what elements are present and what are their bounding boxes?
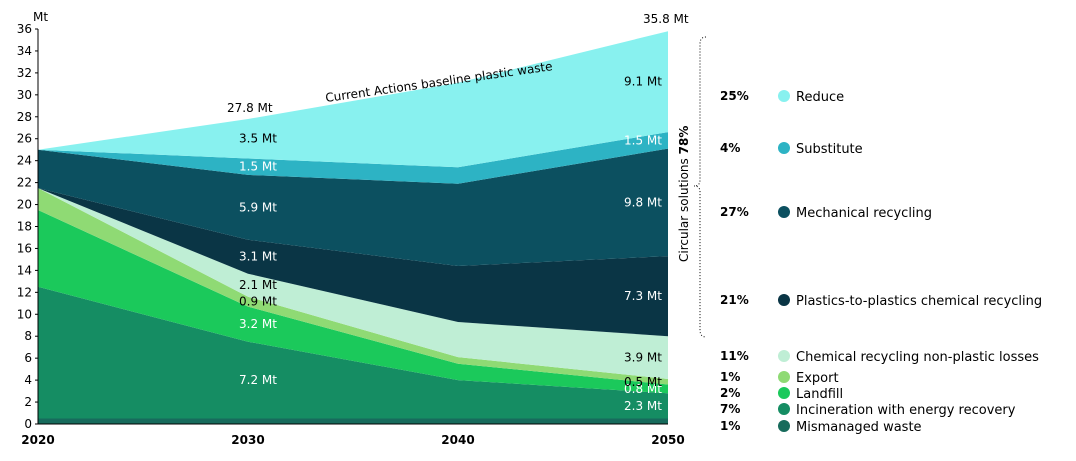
y-tick-label: 10	[17, 307, 32, 321]
legend-pct: 11%	[720, 349, 749, 363]
legend-label: Export	[796, 371, 839, 386]
legend: 1% Mismanaged waste 7% Incineration with en…	[720, 89, 1042, 435]
data-label-2030: 2.1 Mt	[239, 278, 277, 292]
legend-pct: 1%	[720, 370, 740, 384]
legend-pct: 27%	[720, 205, 749, 219]
x-tick-label: 2020	[21, 433, 54, 447]
data-label-2050: 1.5 Mt	[624, 133, 662, 147]
legend-pct: 21%	[720, 293, 749, 307]
legend-pct: 7%	[720, 402, 740, 416]
legend-label: Mechanical recycling	[796, 206, 932, 221]
y-tick-label: 4	[24, 373, 32, 387]
legend-swatch	[778, 350, 790, 362]
legend-swatch	[778, 420, 790, 432]
data-label-2030: 1.5 Mt	[239, 160, 277, 174]
area-mechanical-recycling	[38, 148, 668, 266]
y-tick-label: 24	[17, 154, 32, 168]
y-tick-label: 20	[17, 198, 32, 212]
data-label-2050: 7.3 Mt	[624, 289, 662, 303]
circular-solutions-pct: 78%	[677, 126, 691, 155]
y-tick-label: 22	[17, 176, 32, 190]
y-tick-label: 28	[17, 110, 32, 124]
legend-swatch	[778, 371, 790, 383]
data-label-2050: 2.3 Mt	[624, 399, 662, 413]
legend-pct: 4%	[720, 141, 740, 155]
data-label-2030: 3.5 Mt	[239, 132, 277, 146]
y-tick-label: 30	[17, 88, 32, 102]
legend-label: Substitute	[796, 142, 863, 157]
area-reduce	[38, 31, 668, 168]
data-label-2030: 3.2 Mt	[239, 317, 277, 331]
data-label-2030: 0.9 Mt	[239, 295, 277, 309]
y-tick-label: 36	[17, 22, 32, 36]
data-label-2030: 3.1 Mt	[239, 250, 277, 264]
y-axis-unit: Mt	[33, 10, 48, 24]
circular-solutions-bracket	[693, 36, 707, 338]
circular-solutions-label: Circular solutions 78%	[677, 126, 691, 262]
area-mismanaged-waste	[38, 418, 668, 424]
y-tick-label: 26	[17, 132, 32, 146]
y-tick-label: 6	[24, 351, 32, 365]
data-label-2050: 9.1 Mt	[624, 75, 662, 89]
legend-swatch	[778, 90, 790, 102]
area-plastics-to-plastics-chemical-recycling	[38, 188, 668, 337]
legend-swatch	[778, 387, 790, 399]
data-label-2050: 0.8 Mt	[624, 382, 662, 396]
y-tick-label: 16	[17, 241, 32, 255]
legend-swatch	[778, 294, 790, 306]
legend-label: Mismanaged waste	[796, 420, 922, 435]
baseline-2030-label: 27.8 Mt	[227, 101, 273, 115]
y-tick-label: 8	[24, 329, 32, 343]
data-label-2030: 7.2 Mt	[239, 373, 277, 387]
data-label-2030: 5.9 Mt	[239, 200, 277, 214]
circular-solutions-text: Circular solutions	[677, 158, 691, 262]
legend-swatch	[778, 206, 790, 218]
data-label-2050: 9.8 Mt	[624, 195, 662, 209]
y-tick-label: 32	[17, 66, 32, 80]
legend-swatch	[778, 403, 790, 415]
labels-2050: 2.3 Mt 0.8 Mt0.5 Mt 3.9 Mt 7.3 Mt 9.8 Mt 1.5 …	[624, 75, 662, 413]
data-label-2050: 3.9 Mt	[624, 351, 662, 365]
data-label-2050: 0.5 Mt	[624, 375, 662, 389]
x-tick-label: 2050	[651, 433, 684, 447]
legend-pct: 2%	[720, 386, 740, 400]
legend-label: Plastics-to-plastics chemical recycling	[796, 294, 1042, 309]
area-substitute	[38, 132, 668, 184]
y-tick-label: 18	[17, 220, 32, 234]
area-incineration-with-energy-recovery	[38, 286, 668, 419]
legend-label: Chemical recycling non-plastic losses	[796, 350, 1039, 365]
legend-pct: 25%	[720, 89, 749, 103]
legend-pct: 1%	[720, 419, 740, 433]
x-tick-label: 2040	[441, 433, 474, 447]
y-tick-label: 0	[24, 417, 32, 431]
legend-swatch	[778, 142, 790, 154]
area-landfill	[38, 210, 668, 394]
area-chemical-recycling-non-plastic-losses	[38, 188, 668, 379]
y-tick-label: 34	[17, 44, 32, 58]
labels-2030: 7.2 Mt 3.2 Mt 0.9 Mt 2.1 Mt 3.1 Mt 5.9 Mt 1.5 …	[239, 132, 277, 387]
x-tick-label: 2030	[231, 433, 264, 447]
y-tick-label: 14	[17, 263, 32, 277]
legend-label: Reduce	[796, 90, 844, 105]
y-tick-label: 12	[17, 285, 32, 299]
y-tick-label: 2	[24, 395, 32, 409]
area-layers	[38, 31, 668, 424]
x-axis-ticks: 2020 2030 2040 2050	[21, 433, 684, 447]
baseline-2050-label: 35.8 Mt	[643, 12, 689, 26]
legend-label: Landfill	[796, 387, 843, 402]
legend-label: Incineration with energy recovery	[796, 403, 1016, 418]
